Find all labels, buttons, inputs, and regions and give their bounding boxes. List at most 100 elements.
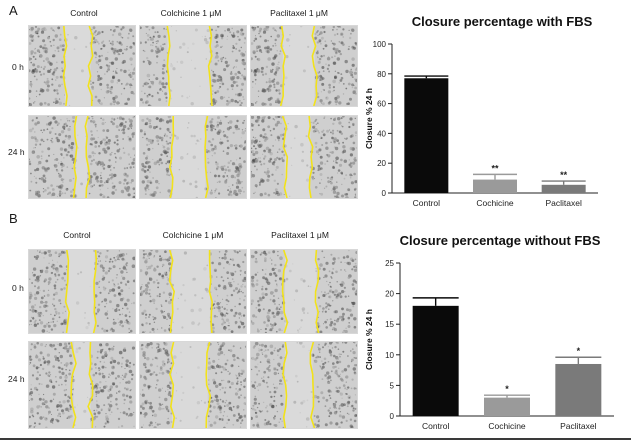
cell-speck: [100, 117, 102, 120]
cell-speck: [321, 36, 324, 40]
cell-speck: [317, 50, 319, 52]
cell-speck: [152, 41, 154, 44]
cell-speck: [57, 26, 61, 30]
cell-speck: [111, 151, 113, 154]
cell-speck: [217, 365, 222, 369]
cell-speck: [339, 356, 341, 358]
cell-speck: [30, 425, 32, 427]
cell-speck: [95, 393, 98, 395]
cell-speck: [323, 291, 326, 294]
cell-speck: [161, 371, 165, 375]
cell-speck: [349, 36, 352, 40]
cell-speck: [272, 118, 275, 120]
cell-speck: [258, 369, 261, 372]
cell-speck: [320, 91, 322, 93]
cell-speck: [227, 193, 231, 196]
cell-speck: [234, 392, 239, 396]
cell-speck: [42, 179, 47, 183]
cell-speck: [339, 373, 341, 375]
cell-speck: [113, 256, 116, 259]
cell-speck: [222, 150, 225, 152]
cell-speck: [157, 346, 160, 348]
cell-speck: [110, 47, 114, 51]
cell-speck: [150, 250, 153, 252]
cell-speck: [339, 377, 343, 381]
cell-speck: [40, 155, 43, 157]
micrograph-a-colchicine-0h-image: [140, 26, 246, 106]
cell-speck: [346, 308, 349, 312]
cell-speck: [332, 166, 335, 169]
cell-speck: [219, 96, 224, 100]
cell-speck: [254, 141, 257, 144]
wound-edge-right: [311, 26, 318, 106]
cell-speck: [36, 121, 40, 125]
cell-speck: [147, 402, 150, 404]
cell-speck: [340, 132, 343, 135]
cell-speck: [35, 90, 38, 92]
cell-speck: [265, 81, 268, 84]
cell-speck: [156, 347, 158, 349]
micrograph-b-control-0h-image: [29, 250, 135, 333]
cell-speck: [33, 323, 38, 327]
cell-speck: [229, 349, 233, 353]
cell-speck: [274, 116, 279, 119]
cell-speck: [91, 134, 93, 136]
cell-speck: [116, 101, 120, 105]
cell-speck: [48, 364, 50, 366]
cell-speck: [269, 344, 274, 349]
cell-speck: [29, 309, 32, 311]
cell-speck: [33, 136, 37, 140]
cell-speck: [140, 426, 143, 428]
cell-speck: [217, 306, 221, 310]
cell-speck: [266, 385, 269, 388]
cell-speck: [60, 178, 64, 182]
cell-speck: [34, 26, 38, 28]
cell-speck: [107, 177, 110, 181]
cell-speck: [34, 304, 36, 306]
chart-a-bar-control: [404, 78, 449, 193]
cell-speck: [256, 352, 260, 357]
cell-speck: [155, 179, 159, 184]
cell-speck: [254, 191, 256, 193]
cell-speck: [116, 82, 118, 84]
cell-speck: [66, 347, 70, 352]
cell-speck: [333, 89, 335, 92]
cell-speck: [165, 167, 170, 172]
cell-speck: [111, 191, 115, 195]
cell-speck: [53, 89, 56, 92]
cell-speck: [122, 147, 125, 149]
cell-speck: [107, 164, 111, 169]
cell-speck: [241, 186, 244, 189]
cell-speck: [43, 251, 47, 255]
cell-speck: [116, 392, 118, 394]
cell-speck: [101, 365, 105, 369]
cell-speck: [48, 70, 51, 73]
cell-speck: [149, 36, 152, 39]
cell-speck: [354, 68, 357, 71]
cell-speck: [258, 349, 261, 352]
cell-speck: [61, 192, 64, 195]
cell-speck: [57, 273, 61, 277]
cell-speck: [165, 405, 169, 409]
cell-speck: [277, 61, 280, 64]
cell-speck: [218, 251, 221, 253]
cell-speck: [66, 417, 69, 419]
cell-speck: [63, 128, 66, 130]
cell-speck: [215, 372, 218, 375]
cell-speck: [97, 41, 99, 43]
cell-speck: [251, 407, 255, 411]
cell-speck: [227, 300, 230, 303]
wound-edge-left: [279, 26, 287, 106]
cell-speck: [244, 285, 246, 288]
cell-speck: [271, 327, 274, 330]
cell-speck: [113, 294, 117, 297]
cell-speck: [257, 300, 260, 303]
cell-speck: [347, 188, 351, 192]
cell-speck: [123, 182, 125, 185]
cell-speck: [335, 407, 338, 409]
cell-speck: [108, 409, 111, 412]
cell-speck: [212, 359, 216, 363]
cell-speck: [42, 67, 45, 70]
cell-speck: [340, 73, 343, 75]
cell-speck: [118, 41, 122, 45]
